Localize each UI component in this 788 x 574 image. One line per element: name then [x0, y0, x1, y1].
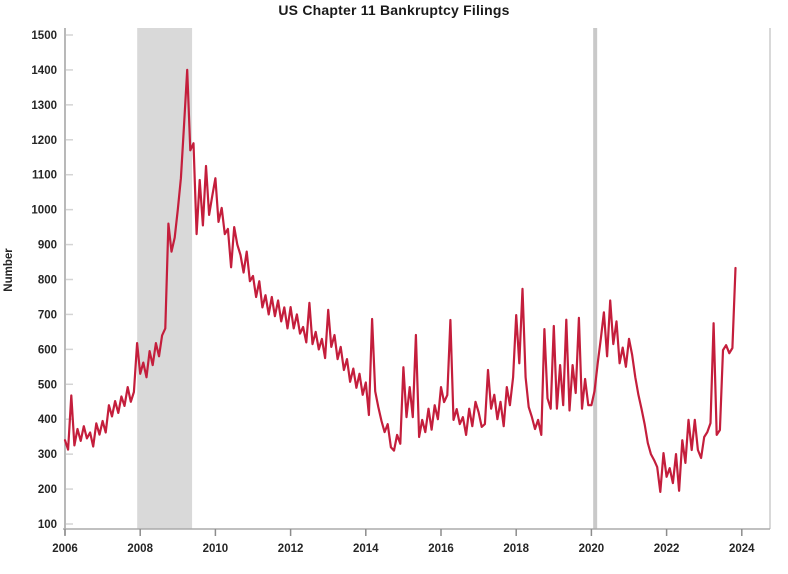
y-tick-label: 700 — [38, 309, 57, 321]
y-tick-label: 1200 — [31, 135, 57, 147]
y-tick-label: 1400 — [31, 65, 57, 77]
x-tick-label: 2012 — [278, 543, 304, 555]
vertical-marker-line — [593, 28, 598, 529]
y-tick-label: 100 — [38, 519, 57, 531]
chart-title: US Chapter 11 Bankruptcy Filings — [278, 2, 510, 18]
y-tick-label: 1100 — [32, 170, 57, 182]
x-tick-label: 2024 — [729, 543, 755, 555]
bankruptcy-filings-line — [63, 68, 737, 493]
y-tick-label: 900 — [38, 240, 57, 252]
x-tick-label: 2020 — [579, 543, 605, 555]
y-tick-label: 500 — [38, 379, 57, 391]
y-tick-label: 1000 — [31, 205, 57, 217]
y-tick-label: 300 — [38, 449, 57, 461]
y-tick-label: 600 — [38, 344, 57, 356]
x-tick-label: 2022 — [654, 543, 680, 555]
y-tick-label: 1300 — [31, 100, 57, 112]
y-tick-label: 200 — [38, 484, 57, 496]
x-tick-label: 2014 — [353, 543, 379, 555]
x-tick-label: 2018 — [503, 543, 529, 555]
y-tick-label: 800 — [38, 275, 57, 287]
x-tick-label: 2016 — [428, 543, 454, 555]
y-tick-label: 400 — [38, 414, 57, 426]
x-tick-label: 2010 — [203, 543, 229, 555]
y-tick-label: 1500 — [31, 30, 57, 42]
x-tick-label: 2006 — [52, 543, 78, 555]
recession-shading-band — [137, 28, 193, 529]
x-tick-label: 2008 — [127, 543, 153, 555]
